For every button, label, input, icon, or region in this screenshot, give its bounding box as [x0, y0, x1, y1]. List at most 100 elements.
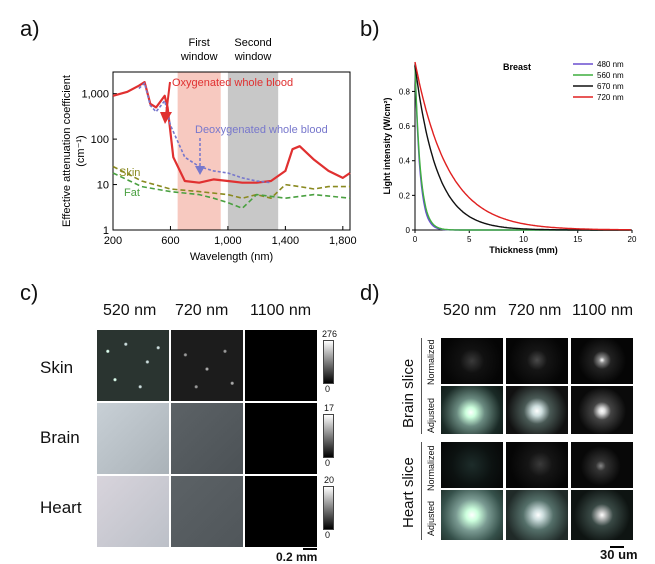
d-heart-norm-720: [506, 442, 568, 488]
series-fat: [112, 172, 351, 210]
d-brain-adj-520: [441, 386, 503, 434]
d-heart-adj-1100: [571, 490, 633, 540]
c-cb-min-brain: 0: [325, 458, 331, 468]
oxy-arrow: [165, 81, 171, 116]
panel-b-label: b): [360, 16, 380, 41]
c-col-520: 520 nm: [103, 302, 157, 319]
d-col-520: 520 nm: [443, 302, 497, 319]
c-colorbar-skin: [323, 340, 334, 384]
x-tick-label: 1,000: [214, 235, 242, 247]
c-cb-min-heart: 0: [325, 530, 331, 540]
d-group-heart: Heart slice: [400, 457, 417, 528]
y-tick-label: 1: [103, 225, 109, 237]
series-deoxygenated-whole-blood: [138, 82, 272, 184]
y-tick-label: 0: [406, 226, 411, 235]
c-cb-max-heart: 20: [324, 475, 335, 485]
y-tick-label: 1,000: [81, 89, 109, 101]
d-brain-norm-520: [441, 338, 503, 384]
c-skin-1100: [245, 330, 317, 401]
legend-label: 560 nm: [597, 71, 624, 80]
oxy-annotation: Oxygenated whole blood: [172, 77, 293, 89]
x-axis-label: Thickness (mm): [489, 245, 558, 255]
c-colorbar-brain: [323, 414, 334, 458]
first-window-label: First: [188, 37, 209, 49]
x-tick-label: 200: [104, 235, 122, 247]
d-heart-norm-520: [441, 442, 503, 488]
legend-label: 670 nm: [597, 82, 624, 91]
x-tick-label: 5: [467, 235, 472, 244]
d-scalebar-line: [610, 546, 624, 548]
panel-c-label: c): [20, 280, 39, 305]
d-col-1100: 1100 nm: [572, 302, 634, 319]
c-colorbar-heart: [323, 486, 334, 530]
y-tick-label: 100: [91, 134, 109, 146]
x-tick-label: 600: [161, 235, 179, 247]
window-band-2: [227, 72, 279, 230]
y-tick-label: 0.2: [399, 191, 411, 200]
d-heart-norm-1100: [571, 442, 633, 488]
oxy-arrowhead: [160, 112, 172, 124]
y-axis-unit: (cm⁻¹): [75, 135, 87, 166]
c-skin-720: [171, 330, 243, 401]
y-tick-label: 0.6: [399, 122, 411, 131]
y-tick-label: 0.4: [399, 157, 411, 166]
c-heart-1100: [245, 476, 317, 547]
c-brain-520: [97, 403, 169, 474]
deoxy-annotation: Deoxygenated whole blood: [195, 124, 328, 136]
d-group-divider-brain: [421, 338, 422, 434]
skin-annotation: Skin: [119, 167, 140, 179]
c-brain-1100: [245, 403, 317, 474]
d-heart-adj-720: [506, 490, 568, 540]
x-tick-label: 15: [573, 235, 582, 244]
x-tick-label: 1,400: [272, 235, 300, 247]
legend-label: 480 nm: [597, 60, 624, 69]
d-sublabel-brain-adjusted: Adjusted: [426, 397, 436, 433]
c-heart-520: [97, 476, 169, 547]
c-skin-520: [97, 330, 169, 401]
c-row-brain: Brain: [40, 428, 80, 447]
y-tick-label: 0.8: [399, 87, 411, 96]
c-cb-min-skin: 0: [325, 384, 331, 394]
window-band-1: [177, 72, 221, 230]
light-intensity-chart: 0.8 0.6 0.4 0.2 00 5 10 15 20 Thickness (mm) Light…: [382, 60, 637, 255]
c-col-1100: 1100 nm: [250, 302, 312, 319]
c-row-heart: Heart: [40, 498, 82, 517]
d-heart-adj-520: [441, 490, 503, 540]
c-heart-720: [171, 476, 243, 547]
first-window-label: window: [180, 51, 218, 63]
panel-a-label: a): [20, 16, 40, 41]
d-group-brain: Brain slice: [400, 358, 417, 428]
y-axis-label: Light intensity (W/cm²): [382, 98, 392, 195]
d-group-divider-heart: [421, 442, 422, 540]
second-window-label: window: [234, 51, 272, 63]
d-sublabel-heart-adjusted: Adjusted: [426, 500, 436, 536]
c-cb-max-brain: 17: [324, 403, 335, 413]
c-row-skin: Skin: [40, 358, 74, 377]
d-brain-norm-1100: [571, 338, 633, 384]
c-brain-720: [171, 403, 243, 474]
c-cb-max-skin: 276: [322, 329, 338, 339]
y-tick-label: 10: [97, 180, 109, 192]
panel-d-label: d): [360, 280, 380, 305]
d-brain-adj-1100: [571, 386, 633, 434]
c-col-720: 720 nm: [175, 302, 229, 319]
deoxy-arrowhead: [195, 166, 205, 175]
d-brain-norm-720: [506, 338, 568, 384]
y-axis-label: Effective attenuation coefficient: [61, 75, 73, 227]
x-tick-label: 0: [413, 235, 418, 244]
d-sublabel-brain-normalized: Normalized: [426, 339, 436, 385]
c-scalebar-label: 0.2 mm: [276, 550, 318, 564]
legend-title: Breast: [503, 62, 531, 72]
x-tick-label: 20: [628, 235, 637, 244]
d-scalebar-label: 30 um: [600, 547, 638, 562]
d-col-720: 720 nm: [508, 302, 562, 319]
x-axis-label: Wavelength (nm): [190, 251, 273, 263]
second-window-label: Second: [234, 37, 271, 49]
d-sublabel-heart-normalized: Normalized: [426, 445, 436, 491]
c-scalebar-line: [303, 548, 317, 550]
plot-frame: [112, 71, 351, 231]
series-720-nm: [414, 61, 631, 231]
series-skin: [112, 165, 350, 199]
x-tick-label: 10: [519, 235, 528, 244]
